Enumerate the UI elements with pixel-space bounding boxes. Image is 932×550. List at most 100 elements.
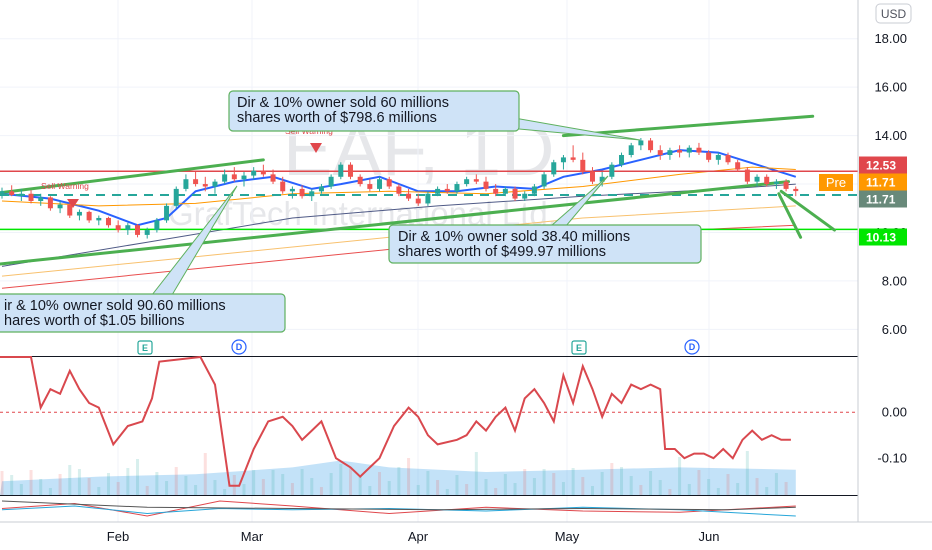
candle-body [396,186,402,194]
candle-body [754,176,760,182]
candle-body [589,171,595,182]
candle-body [531,186,537,194]
price-tick-label: 14.00 [874,128,907,143]
volume-bar [571,468,575,495]
candle-body [599,176,605,182]
price-tick-label: 16.00 [874,80,907,95]
candle-body [415,198,421,204]
trendline [779,189,836,232]
candle-body [648,140,654,151]
candle-body [522,193,528,199]
candle-body [783,181,789,189]
volume-bar [716,488,720,495]
candle-body [657,150,663,155]
price-tag-box [859,173,907,191]
volume-bar [503,474,507,495]
volume-bar [48,488,52,495]
sell-warning-signal-left[interactable]: Sell Warning [41,181,89,208]
candle-body [435,188,441,194]
volume-bar [174,467,178,495]
dividend-badge[interactable]: D [684,339,700,355]
lower-indicator-line [1,500,796,511]
candle-body [725,154,731,163]
pane-dividers [0,356,858,496]
price-axis[interactable] [857,0,932,550]
insider-sale-callout-90m[interactable]: ir & 10% owner sold 90.60 millions hares… [0,293,286,333]
volume-bar [106,473,110,495]
volume-bar [378,472,382,495]
pre-market-badge[interactable]: Pre [819,174,853,191]
earnings-badge[interactable]: E [571,340,587,355]
earnings-icon [571,340,587,355]
trendline [0,158,265,195]
earnings-badge-label: E [576,343,582,353]
volume-bar [494,488,498,495]
dividend-badge[interactable]: D [231,339,247,355]
candle-body [173,188,179,206]
currency-button[interactable]: USD [875,3,912,24]
oscillator-tick-label: 0.00 [882,405,907,420]
oscillator-line [0,355,791,487]
volume-bar [745,451,749,495]
volume-bar [629,476,633,495]
volume-bar [784,482,788,495]
candle-body [270,174,276,182]
sell-warning-label: Sell Warning [41,181,89,191]
candle-body [164,205,170,221]
candle-body [86,211,92,221]
volume-bar [0,471,4,495]
volume-bar [126,468,130,495]
candle-body [115,225,121,231]
callout-box [388,224,702,264]
time-tick-label: Mar [241,529,264,544]
volume-bar [774,473,778,495]
insider-sale-callout-38m[interactable]: Dir & 10% owner sold 38.40 millions shar… [388,224,702,264]
candle-body [222,174,228,182]
candle-body [367,184,373,189]
price-tag-label: 11.71 [866,193,896,207]
time-tick-label: May [555,529,580,544]
candle-body [628,145,634,155]
candle-body [105,217,111,226]
volume-bar [184,476,188,495]
candle-body [125,225,131,231]
candle-body [473,179,479,182]
price-tag-box [859,156,907,174]
volume-bar [203,453,207,495]
candle-body [212,181,218,187]
volume-bar [561,482,565,495]
candle-body [735,162,741,170]
pre-market-label: Pre [826,175,846,190]
earnings-badge-label: E [142,343,148,353]
price-axis-background [858,0,932,550]
dividend-badge-label: D [689,342,696,352]
candle-body [309,191,315,197]
volume-bar [697,470,701,495]
price-tag-box [859,228,907,246]
volume-bar [687,484,691,495]
candle-body [493,188,499,194]
candle-body [425,193,431,204]
volume-bar [532,478,536,495]
callout-line-1: Dir & 10% owner sold 60 millions [237,95,449,111]
candle-body [638,140,644,146]
earnings-badge[interactable]: E [137,340,153,355]
candle-body [38,197,44,202]
volume-bar [658,480,662,495]
candle-body [560,157,566,163]
candle-body [18,193,24,195]
volume-bar [300,469,304,495]
volume-bar [552,473,556,495]
volume-bar [97,487,101,495]
volume-bar [581,477,585,495]
volume-bar [639,485,643,495]
trendline [561,114,815,138]
volume-bar [165,481,169,495]
insider-sale-callout-60m[interactable]: Dir & 10% owner sold 60 millions shares … [228,90,520,132]
dividend-icon [684,339,700,355]
pre-market-badge-box [819,174,853,191]
volume-bar [474,452,478,495]
volume-bar [213,480,217,495]
volume-bar [29,470,33,495]
candle-body [444,188,450,192]
